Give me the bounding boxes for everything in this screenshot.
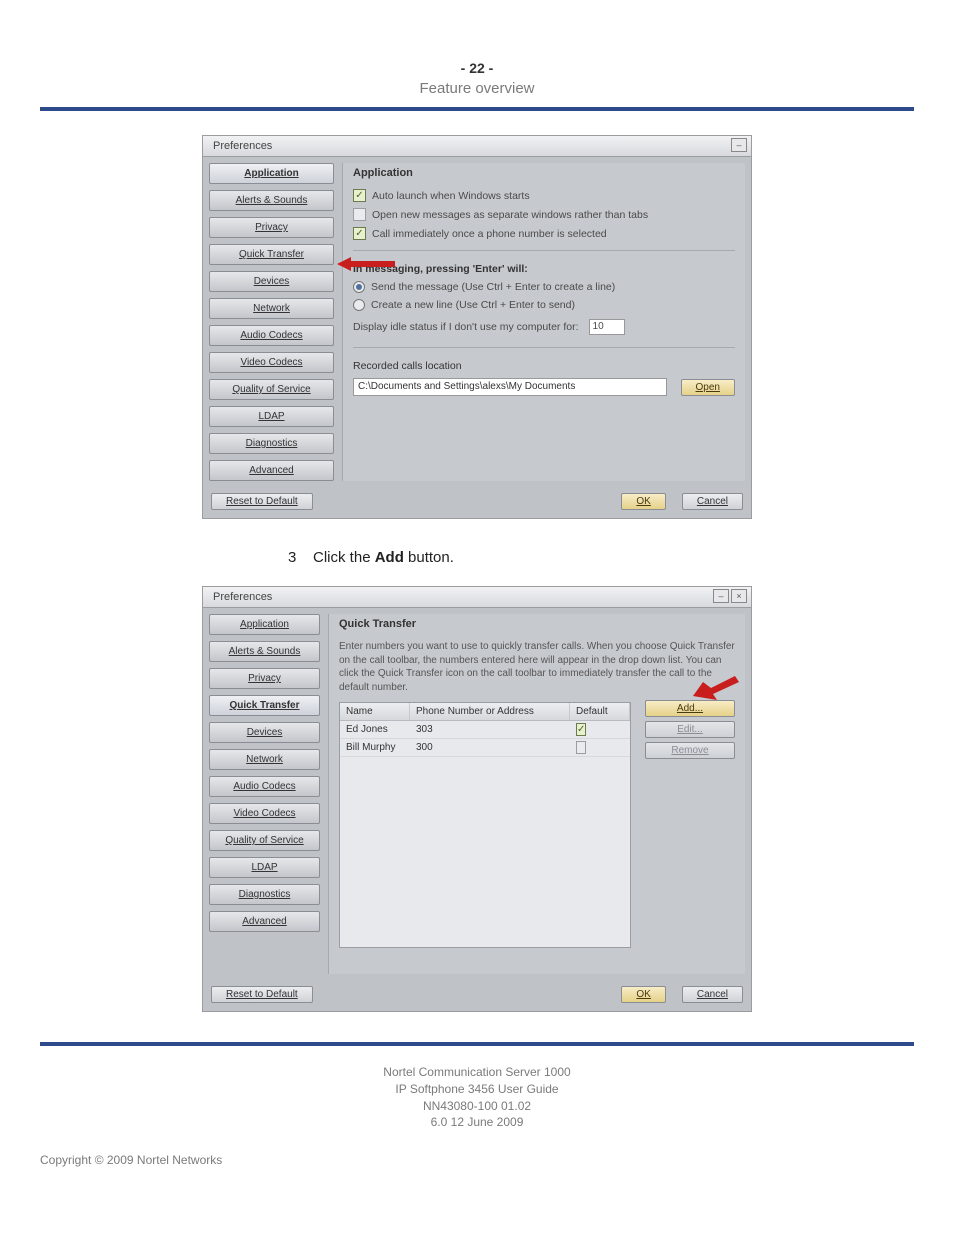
cat-ldap[interactable]: LDAP (209, 857, 320, 878)
add-button[interactable]: Add... (645, 700, 735, 717)
ok-button[interactable]: OK (621, 493, 665, 510)
cat-application[interactable]: Application (209, 614, 320, 635)
cat-qos[interactable]: Quality of Service (209, 379, 334, 400)
screenshot-preferences-quick-transfer: Preferences – × Application Alerts & Sou… (202, 586, 752, 1012)
reset-default-button[interactable]: Reset to Default (211, 493, 313, 510)
quick-transfer-help: Enter numbers you want to use to quickly… (339, 640, 735, 694)
minimize-icon[interactable]: – (731, 138, 747, 152)
default-check[interactable]: ✓ (576, 723, 586, 736)
header-rule (40, 107, 914, 111)
cat-advanced[interactable]: Advanced (209, 911, 320, 932)
dialog-bottom-bar: Reset to Default OK Cancel (203, 980, 751, 1011)
window-title: Preferences (213, 140, 272, 152)
footer-line-3: NN43080-100 01.02 (40, 1098, 914, 1115)
cancel-button[interactable]: Cancel (682, 986, 743, 1003)
copyright: Copyright © 2009 Nortel Networks (40, 1153, 914, 1167)
step-bold: Add (375, 549, 404, 566)
step-pre: Click the (313, 549, 375, 566)
check-autolaunch[interactable]: ✓ (353, 189, 366, 202)
page-subtitle: Feature overview (40, 80, 914, 97)
page-header: - 22 - Feature overview (40, 60, 914, 97)
cat-audio-codecs[interactable]: Audio Codecs (209, 776, 320, 797)
cat-network[interactable]: Network (209, 749, 320, 770)
cat-quick-transfer[interactable]: Quick Transfer (209, 695, 320, 716)
cat-audio-codecs[interactable]: Audio Codecs (209, 325, 334, 346)
cat-advanced[interactable]: Advanced (209, 460, 334, 481)
footer-line-4: 6.0 12 June 2009 (40, 1114, 914, 1131)
opt-separate-windows: Open new messages as separate windows ra… (372, 209, 648, 221)
edit-button[interactable]: Edit... (645, 721, 735, 738)
check-call-immediate[interactable]: ✓ (353, 227, 366, 240)
cat-qos[interactable]: Quality of Service (209, 830, 320, 851)
page-footer: Nortel Communication Server 1000 IP Soft… (40, 1064, 914, 1131)
application-panel: Application ✓ Auto launch when Windows st… (342, 163, 745, 481)
window-controls: – × (713, 589, 747, 603)
idle-label: Display idle status if I don't use my co… (353, 321, 579, 333)
footer-line-2: IP Softphone 3456 User Guide (40, 1081, 914, 1098)
window-controls: – (731, 138, 747, 152)
window-title: Preferences (213, 591, 272, 603)
dialog-bottom-bar: Reset to Default OK Cancel (203, 487, 751, 518)
recorded-section-head: Recorded calls location (353, 360, 735, 372)
category-list: Application Alerts & Sounds Privacy Quic… (209, 614, 320, 974)
page-number: - 22 - (40, 60, 914, 76)
footer-line-1: Nortel Communication Server 1000 (40, 1064, 914, 1081)
panel-heading: Application (353, 167, 735, 179)
messaging-section-head: In messaging, pressing 'Enter' will: (353, 263, 735, 275)
cat-diagnostics[interactable]: Diagnostics (209, 884, 320, 905)
cat-privacy[interactable]: Privacy (209, 217, 334, 238)
close-icon[interactable]: × (731, 589, 747, 603)
cat-network[interactable]: Network (209, 298, 334, 319)
opt-call-immediate: Call immediately once a phone number is … (372, 228, 607, 240)
cat-alerts-sounds[interactable]: Alerts & Sounds (209, 641, 320, 662)
table-head: Name Phone Number or Address Default (340, 703, 630, 721)
radio-send-label: Send the message (Use Ctrl + Enter to cr… (371, 281, 615, 293)
radio-newline-label: Create a new line (Use Ctrl + Enter to s… (371, 299, 575, 311)
cat-application[interactable]: Application (209, 163, 334, 184)
cat-diagnostics[interactable]: Diagnostics (209, 433, 334, 454)
category-list: Application Alerts & Sounds Privacy Quic… (209, 163, 334, 481)
table-actions: Add... Edit... Remove (645, 700, 735, 759)
cat-video-codecs[interactable]: Video Codecs (209, 352, 334, 373)
default-check[interactable]: ✓ (576, 741, 586, 754)
cat-alerts-sounds[interactable]: Alerts & Sounds (209, 190, 334, 211)
idle-minutes-input[interactable]: 10 (589, 319, 625, 335)
quick-transfer-table: Name Phone Number or Address Default Ed … (339, 702, 631, 948)
opt-autolaunch: Auto launch when Windows starts (372, 190, 530, 202)
step-num: 3 (288, 549, 296, 566)
recorded-path-input[interactable]: C:\Documents and Settings\alexs\My Docum… (353, 378, 667, 396)
panel-heading: Quick Transfer (339, 618, 735, 630)
cell-name: Ed Jones (340, 721, 410, 738)
table-row[interactable]: Ed Jones 303 ✓ (340, 721, 630, 739)
quick-transfer-panel: Quick Transfer Enter numbers you want to… (328, 614, 745, 974)
cat-video-codecs[interactable]: Video Codecs (209, 803, 320, 824)
col-name[interactable]: Name (340, 703, 410, 720)
step-post: button. (404, 549, 454, 566)
cell-number: 303 (410, 721, 570, 738)
radio-newline[interactable] (353, 299, 365, 311)
footer-rule (40, 1042, 914, 1046)
screenshot-preferences-application: Preferences – Application Alerts & Sound… (202, 135, 752, 519)
cancel-button[interactable]: Cancel (682, 493, 743, 510)
reset-default-button[interactable]: Reset to Default (211, 986, 313, 1003)
cat-devices[interactable]: Devices (209, 722, 320, 743)
open-button[interactable]: Open (681, 379, 735, 396)
cell-number: 300 (410, 739, 570, 756)
cell-name: Bill Murphy (340, 739, 410, 756)
col-default[interactable]: Default (570, 703, 630, 720)
window-titlebar: Preferences – (203, 136, 751, 157)
col-number[interactable]: Phone Number or Address (410, 703, 570, 720)
check-separate-windows[interactable]: ✓ (353, 208, 366, 221)
cat-ldap[interactable]: LDAP (209, 406, 334, 427)
ok-button[interactable]: OK (621, 986, 665, 1003)
step-3: 3 Click the Add button. (288, 549, 914, 566)
table-row[interactable]: Bill Murphy 300 ✓ (340, 739, 630, 757)
cat-devices[interactable]: Devices (209, 271, 334, 292)
cat-quick-transfer[interactable]: Quick Transfer (209, 244, 334, 265)
cat-privacy[interactable]: Privacy (209, 668, 320, 689)
window-titlebar: Preferences – × (203, 587, 751, 608)
radio-send[interactable] (353, 281, 365, 293)
remove-button[interactable]: Remove (645, 742, 735, 759)
minimize-icon[interactable]: – (713, 589, 729, 603)
